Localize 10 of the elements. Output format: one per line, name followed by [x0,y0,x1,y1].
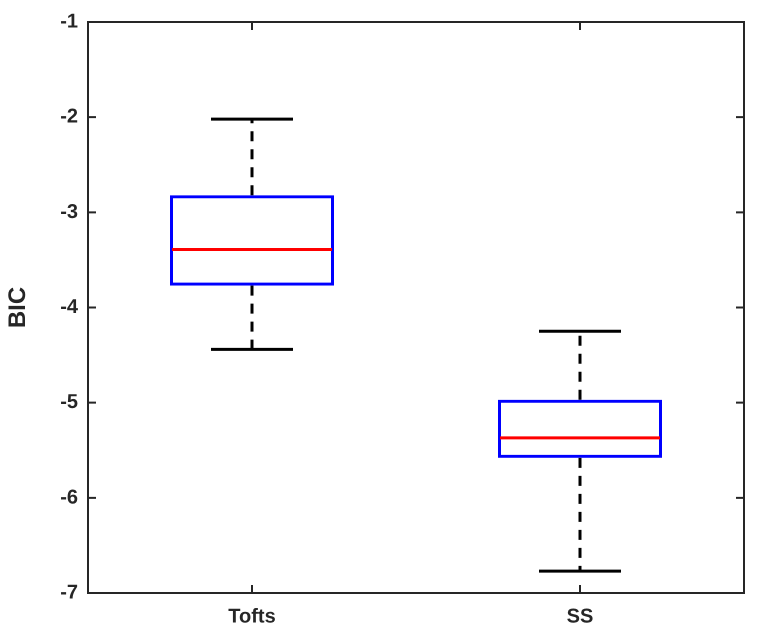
y-axis-title: BIC [4,286,32,328]
y-tick-label: -5 [60,391,78,414]
y-tick-label: -7 [60,582,78,604]
y-tick-label: -4 [60,296,79,318]
y-tick-label: -6 [60,486,78,508]
y-tick-label: -2 [60,106,78,128]
y-tick-label: -3 [60,200,78,223]
x-tick-label: Tofts [228,606,276,628]
y-tick-label: -1 [60,10,78,33]
x-tick-label: SS [566,606,594,628]
